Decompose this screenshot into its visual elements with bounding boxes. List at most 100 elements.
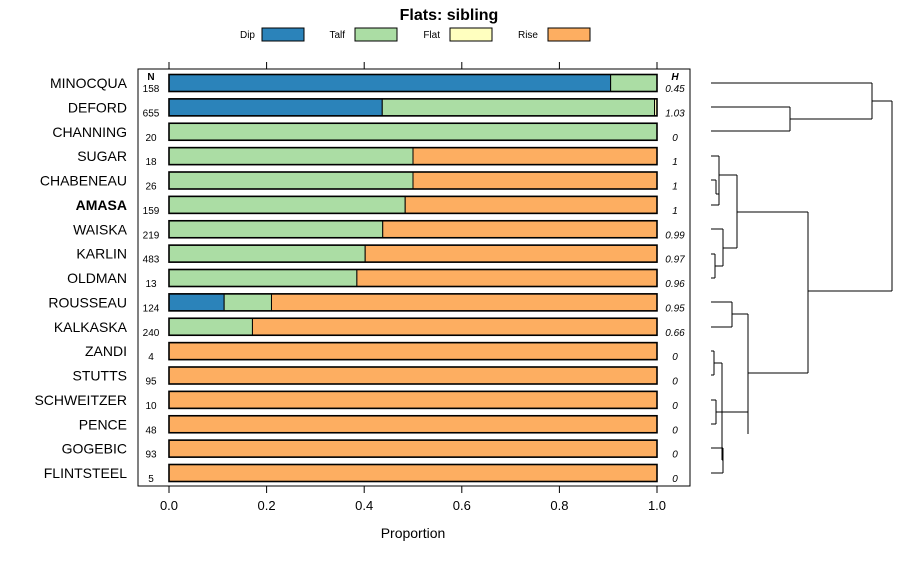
bar-row-chabeneau <box>168 171 658 190</box>
legend: Dip Talf Flat Rise <box>240 27 591 42</box>
row-label: CHANNING <box>52 124 127 140</box>
bar-segment-rise <box>168 342 658 361</box>
bar-row-deford <box>168 98 658 117</box>
bar-row-karlin <box>168 244 658 263</box>
bar-segment-talf <box>168 147 414 166</box>
row-label: GOGEBIC <box>62 441 127 457</box>
bar-outline <box>168 293 658 312</box>
h-value: 0.95 <box>665 303 685 314</box>
n-value: 219 <box>143 230 160 241</box>
bar-segment-talf <box>168 122 658 141</box>
bar-outline <box>168 414 658 434</box>
x-tick-label: 0.0 <box>160 498 178 513</box>
h-value: 1 <box>672 182 678 193</box>
h-values: 0.45 1.03 0 1 1 1 0.99 0.97 0.96 0.95 0.66 0 0 0 0 0 0 <box>665 84 685 485</box>
bar-segment-rise <box>168 366 658 385</box>
bar-outline <box>168 195 658 215</box>
row-label: FLINTSTEEL <box>44 465 127 481</box>
bar-segment-talf <box>168 269 358 287</box>
bars <box>168 73 658 483</box>
row-label: OLDMAN <box>67 270 127 286</box>
bar-row-waiska <box>168 219 658 239</box>
row-label: SCHWEITZER <box>34 392 127 408</box>
bar-row-flintsteel <box>168 463 658 483</box>
row-label: DEFORD <box>68 99 127 115</box>
x-axis: 0.0 0.2 0.4 0.6 0.8 1.0 <box>160 486 666 513</box>
n-values: 158 655 20 18 26 159 219 483 13 124 240 4 95 10 48 93 5 <box>143 84 160 485</box>
bar-outline <box>168 171 658 190</box>
h-value: 0.45 <box>665 84 685 95</box>
x-tick-label: 0.4 <box>355 498 373 513</box>
row-label: SUGAR <box>77 148 127 164</box>
x-tick-label: 1.0 <box>648 498 666 513</box>
bar-row-kalkaska <box>168 317 658 337</box>
legend-swatch-dip <box>261 27 305 42</box>
legend-label-rise: Rise <box>518 30 538 41</box>
bar-outline <box>168 73 658 93</box>
x-tick-label: 0.6 <box>453 498 471 513</box>
h-value: 0.99 <box>665 230 685 241</box>
n-value: 159 <box>143 206 160 217</box>
row-labels: MINOCQUA DEFORD CHANNING SUGAR CHABENEAU AMAS… <box>34 75 127 481</box>
bar-row-amasa <box>168 195 658 215</box>
bar-segment-rise <box>168 439 658 458</box>
n-value: 4 <box>148 352 154 363</box>
n-value: 48 <box>145 425 157 436</box>
bar-row-stutts <box>168 366 658 385</box>
h-value: 0 <box>672 474 678 485</box>
bar-segment-rise <box>270 293 658 312</box>
n-value: 93 <box>145 450 157 461</box>
bar-outline <box>168 122 658 142</box>
x-tick-label: 0.2 <box>258 498 276 513</box>
bar-row-pence <box>168 414 658 434</box>
h-value: 0.66 <box>665 328 685 339</box>
bar-segment-dip <box>168 74 612 92</box>
plot-panel <box>137 68 691 487</box>
row-label: ROUSSEAU <box>48 294 127 310</box>
h-value: 1 <box>672 157 678 168</box>
n-value: 5 <box>148 474 154 485</box>
bar-segment-rise <box>168 464 658 482</box>
h-value: 1.03 <box>665 108 685 119</box>
h-value: 0 <box>672 377 678 388</box>
legend-swatch-rise <box>547 27 591 42</box>
bar-segment-talf <box>168 317 253 336</box>
bar-row-schweitzer <box>168 390 658 410</box>
h-header: H <box>671 72 679 83</box>
row-label: KALKASKA <box>54 319 128 335</box>
n-header: N <box>147 72 154 83</box>
bar-row-minocqua <box>168 73 658 93</box>
row-label: WAISKA <box>73 221 128 237</box>
bar-segment-talf <box>381 98 656 117</box>
bar-row-gogebic <box>168 439 658 458</box>
bar-outline <box>168 98 658 117</box>
bar-segment-rise <box>356 269 658 287</box>
bar-segment-rise <box>404 195 658 214</box>
top-axis-ticks <box>168 62 658 69</box>
bar-segment-rise <box>364 244 658 263</box>
bar-segment-talf <box>168 171 414 190</box>
n-value: 20 <box>145 133 157 144</box>
row-label: CHABENEAU <box>40 173 127 189</box>
bar-segment-talf <box>223 293 272 312</box>
bar-outline <box>168 317 658 337</box>
bar-outline <box>168 390 658 410</box>
bar-outline <box>168 366 658 385</box>
bar-row-rousseau <box>168 293 658 312</box>
bar-outline <box>168 463 658 483</box>
bar-segment-rise <box>168 415 658 434</box>
x-tick-label: 0.8 <box>550 498 568 513</box>
bar-row-sugar <box>168 146 658 166</box>
h-value: 0 <box>672 352 678 363</box>
n-value: 13 <box>145 279 157 290</box>
h-value: 1 <box>672 206 678 217</box>
row-label: ZANDI <box>85 343 127 359</box>
bar-segment-talf <box>168 244 366 263</box>
row-label: MINOCQUA <box>50 75 128 91</box>
n-value: 483 <box>143 255 160 266</box>
dendrogram <box>711 82 893 474</box>
bar-segment-rise <box>251 317 658 336</box>
bar-row-channing <box>168 122 658 142</box>
bar-outline <box>168 341 658 361</box>
